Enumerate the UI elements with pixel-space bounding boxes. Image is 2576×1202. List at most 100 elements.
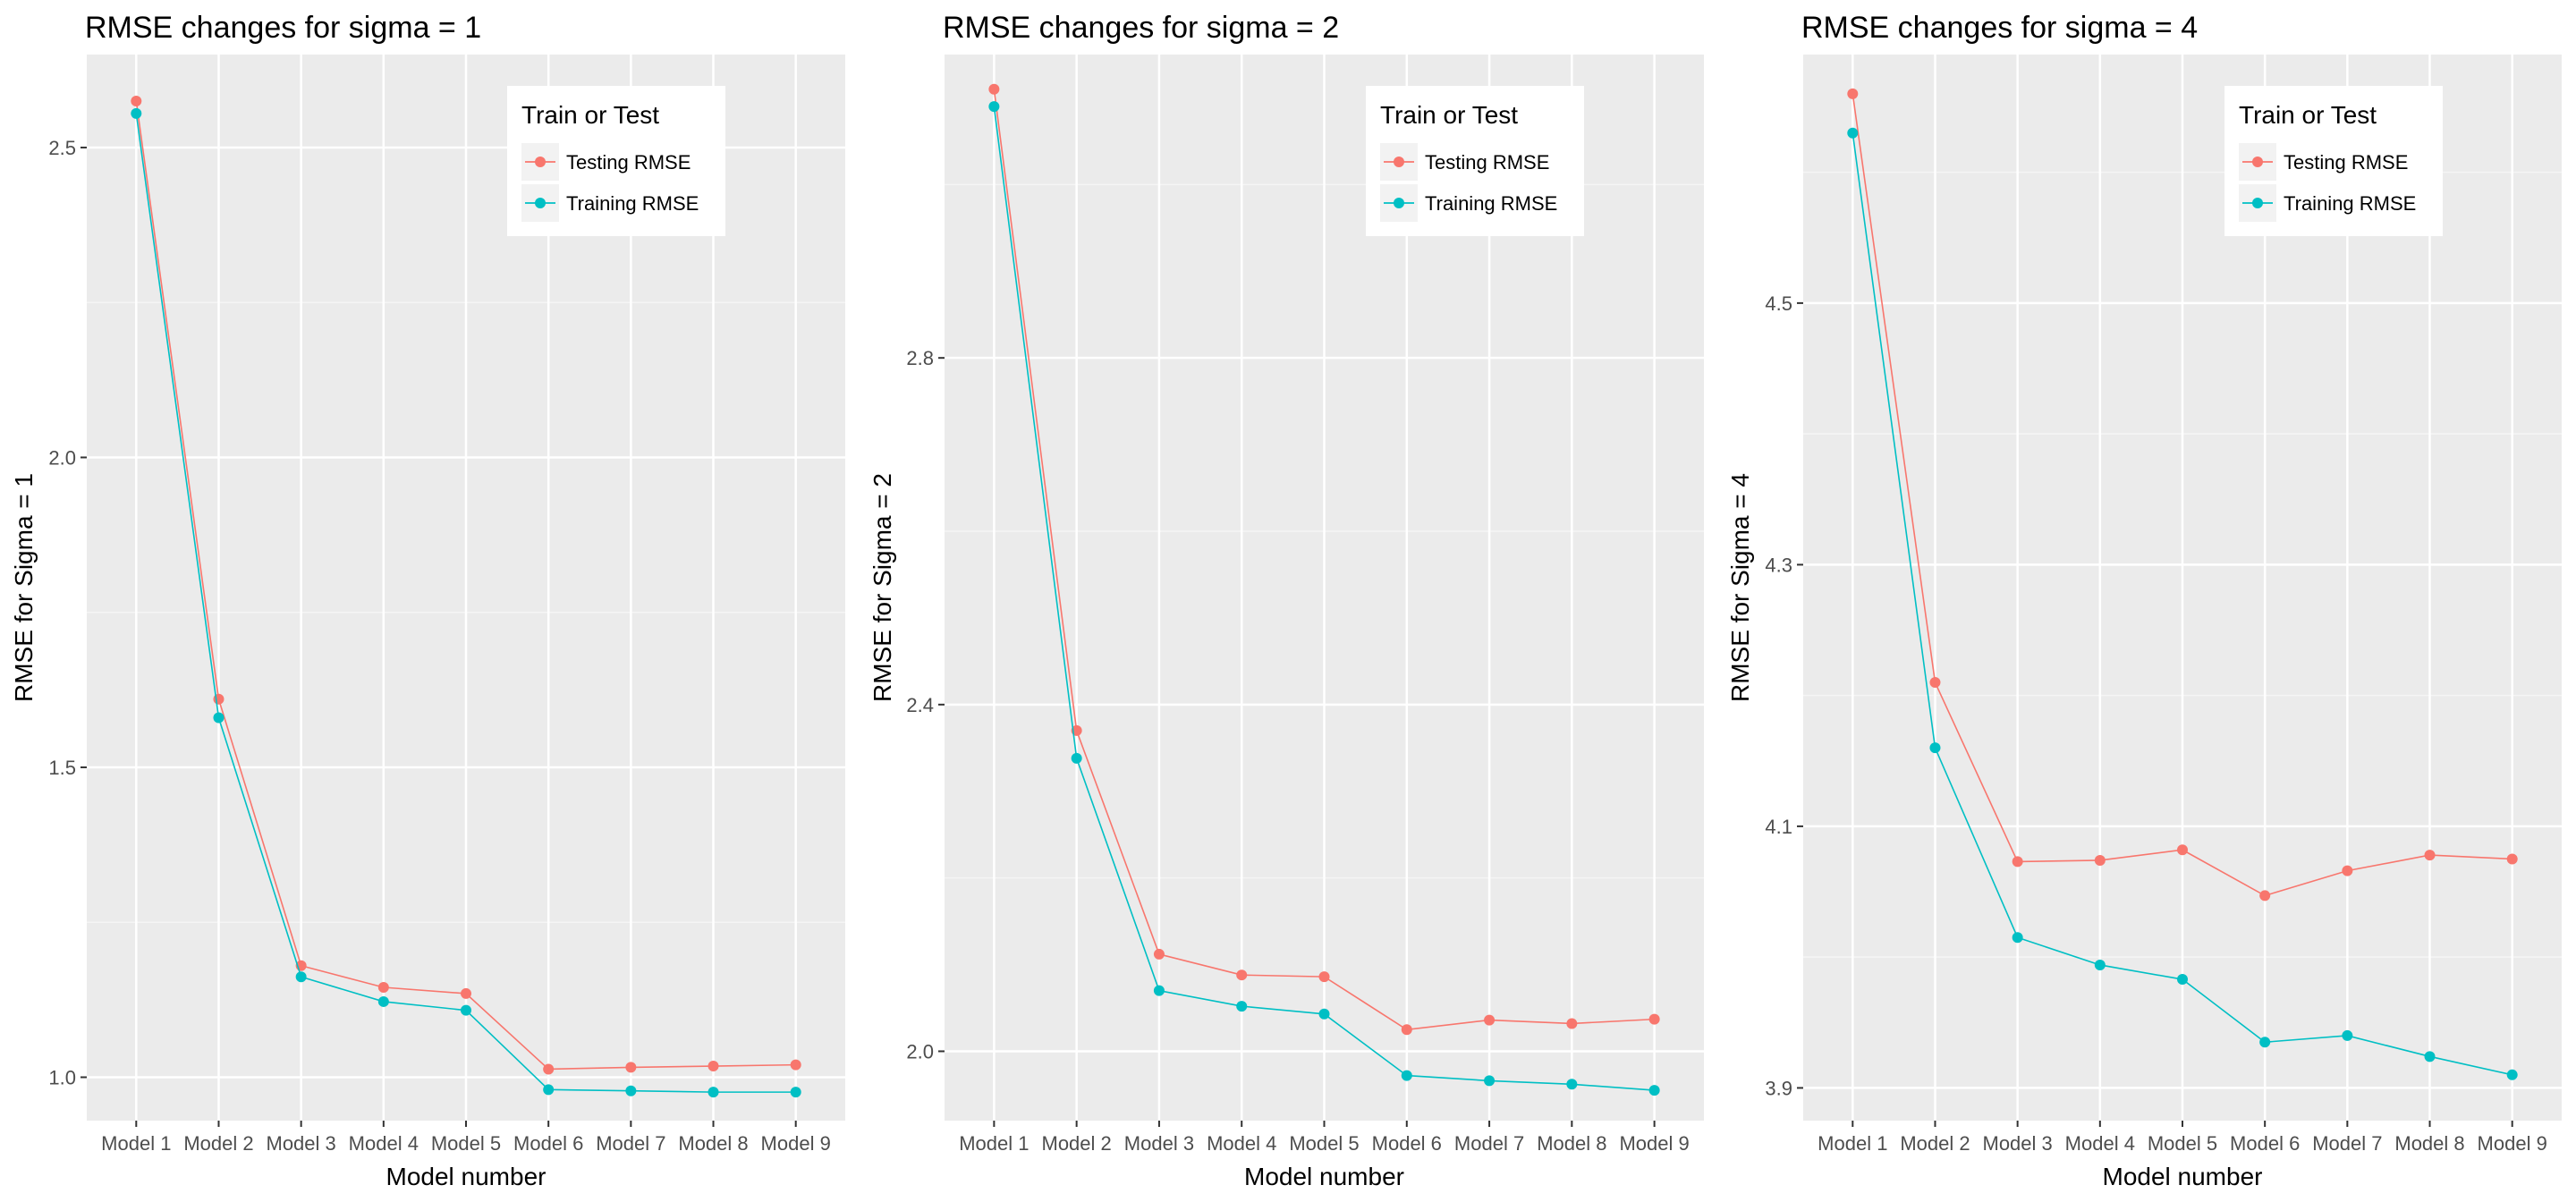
data-point-testing xyxy=(1236,969,1248,981)
x-axis-title: Model number xyxy=(386,1163,547,1190)
data-point-training xyxy=(2506,1069,2518,1080)
x-tick-label: Model 4 xyxy=(1207,1132,1276,1155)
x-tick-label: Model 6 xyxy=(1372,1132,1442,1155)
data-point-training xyxy=(1566,1079,1578,1090)
data-point-testing xyxy=(1401,1024,1412,1036)
y-tick-label: 2.8 xyxy=(906,347,934,369)
x-tick-label: Model 5 xyxy=(1289,1132,1359,1155)
legend-key-point xyxy=(1394,198,1404,208)
x-tick-label: Model 7 xyxy=(2312,1132,2382,1155)
legend-key-point xyxy=(1394,157,1404,167)
x-tick-label: Model 7 xyxy=(596,1132,665,1155)
data-point-training xyxy=(2094,959,2106,970)
x-axis-title: Model number xyxy=(1244,1163,1404,1190)
y-tick-label: 2.0 xyxy=(906,1040,934,1062)
data-point-testing xyxy=(543,1063,555,1075)
y-tick-label: 2.4 xyxy=(906,694,934,716)
chart-title: RMSE changes for sigma = 4 xyxy=(1801,11,2198,45)
data-point-training xyxy=(708,1087,719,1098)
data-point-testing xyxy=(461,987,471,999)
y-tick-label: 4.1 xyxy=(1765,816,1792,838)
x-tick-label: Model 9 xyxy=(2478,1132,2547,1155)
legend-label: Testing RMSE xyxy=(1425,151,1549,174)
legend-label: Training RMSE xyxy=(1425,192,1557,215)
y-tick-label: 1.5 xyxy=(48,757,76,779)
data-point-training xyxy=(2012,932,2023,944)
data-point-training xyxy=(1484,1075,1496,1087)
data-point-training xyxy=(790,1087,801,1098)
x-tick-label: Model 8 xyxy=(2394,1132,2464,1155)
data-point-testing xyxy=(1929,677,1941,689)
data-point-training xyxy=(131,107,142,119)
legend-title: Train or Test xyxy=(521,101,659,129)
legend-label: Testing RMSE xyxy=(2284,151,2408,174)
chart-panel-3: 3.9 4.1 4.3 4.5 Model 1 Model 2 Model 3 Model 4… xyxy=(1726,11,2562,1190)
data-point-training xyxy=(2342,1029,2353,1041)
data-point-testing xyxy=(625,1062,637,1073)
legend-key-point xyxy=(535,157,546,167)
data-point-testing xyxy=(1847,88,1859,99)
data-point-training xyxy=(1401,1070,1412,1081)
x-tick-label: Model 4 xyxy=(2065,1132,2135,1155)
y-tick-label: 2.0 xyxy=(48,446,76,469)
x-tick-label: Model 2 xyxy=(183,1132,253,1155)
data-point-training xyxy=(1318,1008,1330,1020)
chart-panel-2: 2.0 2.4 2.8 Model 1 Model 2 Model 3 Model 4 Mod… xyxy=(869,11,1704,1190)
legend-title: Train or Test xyxy=(1380,101,1518,129)
legend-key-point xyxy=(535,198,546,208)
y-axis-title: RMSE for Sigma = 2 xyxy=(869,473,896,702)
chart-title: RMSE changes for sigma = 2 xyxy=(943,11,1339,45)
x-tick-label: Model 5 xyxy=(2148,1132,2217,1155)
data-point-testing xyxy=(2094,854,2106,866)
y-axis-title: RMSE for Sigma = 4 xyxy=(1726,473,1754,702)
legend-title: Train or Test xyxy=(2239,101,2377,129)
y-tick-label: 1.0 xyxy=(48,1066,76,1088)
x-tick-label: Model 8 xyxy=(678,1132,748,1155)
data-point-testing xyxy=(1566,1018,1578,1029)
data-point-testing xyxy=(131,95,142,106)
x-tick-label: Model 1 xyxy=(1818,1132,1887,1155)
data-point-training xyxy=(2177,974,2188,986)
y-tick-label: 3.9 xyxy=(1765,1077,1792,1099)
data-point-testing xyxy=(988,83,1000,95)
chart-panel-1: 1.0 1.5 2.0 2.5 Model 1 Model 2 Model 3 Model 4… xyxy=(10,11,845,1190)
data-point-training xyxy=(1236,1001,1248,1012)
x-tick-label: Model 4 xyxy=(349,1132,419,1155)
data-point-testing xyxy=(1153,948,1165,960)
data-point-training xyxy=(1929,742,1941,754)
x-tick-label: Model 9 xyxy=(761,1132,831,1155)
data-point-training xyxy=(625,1085,637,1096)
data-point-training xyxy=(1071,752,1082,764)
legend-label: Testing RMSE xyxy=(566,151,691,174)
legend-key-point xyxy=(2252,198,2263,208)
data-point-training xyxy=(461,1004,471,1016)
x-axis-title: Model number xyxy=(2103,1163,2263,1190)
data-point-testing xyxy=(1484,1014,1496,1026)
data-point-training xyxy=(213,712,225,724)
x-tick-label: Model 9 xyxy=(1619,1132,1689,1155)
data-point-testing xyxy=(2259,890,2271,902)
data-point-testing xyxy=(790,1059,801,1071)
y-axis-title: RMSE for Sigma = 1 xyxy=(10,473,38,702)
data-point-training xyxy=(543,1084,555,1096)
data-point-training xyxy=(1847,127,1859,139)
data-point-testing xyxy=(1648,1013,1660,1025)
x-tick-label: Model 6 xyxy=(2230,1132,2300,1155)
legend-key-point xyxy=(2252,157,2263,167)
data-point-training xyxy=(1648,1085,1660,1096)
x-tick-label: Model 1 xyxy=(959,1132,1029,1155)
data-point-training xyxy=(2259,1037,2271,1048)
data-point-testing xyxy=(2012,856,2023,868)
data-point-testing xyxy=(708,1061,719,1072)
x-tick-label: Model 3 xyxy=(1124,1132,1194,1155)
y-tick-label: 4.5 xyxy=(1765,292,1792,315)
x-tick-label: Model 2 xyxy=(1900,1132,1970,1155)
x-tick-label: Model 3 xyxy=(267,1132,336,1155)
x-tick-label: Model 1 xyxy=(101,1132,171,1155)
x-tick-label: Model 6 xyxy=(513,1132,583,1155)
x-tick-label: Model 2 xyxy=(1042,1132,1112,1155)
data-point-testing xyxy=(2424,850,2436,861)
y-tick-label: 2.5 xyxy=(48,137,76,159)
legend-label: Training RMSE xyxy=(566,192,699,215)
